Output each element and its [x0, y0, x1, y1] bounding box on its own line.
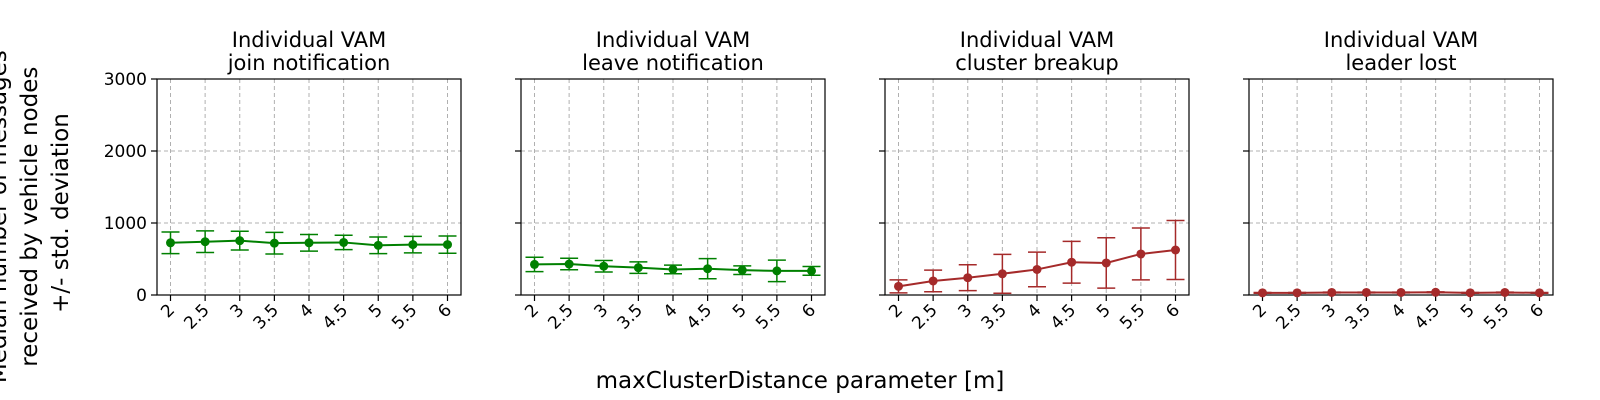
panel-title-line: join notification — [227, 51, 391, 75]
x-tick-label: 4.5 — [1411, 300, 1444, 333]
panel-title: Individual VAM leave notification — [582, 28, 764, 75]
panel-title-line: Individual VAM — [960, 28, 1114, 52]
x-tick-label: 4 — [296, 300, 318, 322]
data-point — [235, 236, 245, 246]
x-tick-label: 5 — [1457, 300, 1479, 322]
data-point — [599, 261, 609, 271]
x-tick-label: 2 — [885, 300, 907, 322]
data-point — [772, 266, 782, 276]
x-tick-label: 2.5 — [908, 300, 941, 333]
y-tick-label: 2000 — [104, 142, 147, 162]
data-point — [1101, 258, 1111, 268]
data-point — [737, 265, 747, 275]
panel-title-line: Individual VAM — [1324, 28, 1478, 52]
data-point — [633, 263, 643, 273]
x-tick-label: 2.5 — [1272, 300, 1305, 333]
x-tick-label: 3 — [226, 300, 248, 322]
panel-title-line: cluster breakup — [955, 51, 1119, 75]
panel-title-line: leave notification — [582, 51, 764, 75]
data-point — [1431, 287, 1441, 297]
data-point — [304, 238, 314, 248]
data-point — [668, 264, 678, 274]
x-tick-label: 3 — [1318, 300, 1340, 322]
data-point — [807, 266, 816, 276]
x-tick-label: 3.5 — [978, 300, 1011, 333]
data-point — [1292, 288, 1302, 298]
x-tick-label: 6 — [1526, 300, 1548, 322]
data-point — [269, 238, 279, 248]
panel-4: Individual VAM leader lost 2 2.5 3 3.5 4 4.5 5 5.… — [1243, 28, 1554, 334]
panel-2: Individual VAM leave notification 2 2.5 3 3.5… — [515, 28, 826, 334]
data-point — [200, 237, 210, 247]
x-tick-label: 2 — [1249, 300, 1271, 322]
data-point — [1136, 249, 1146, 259]
panel-title-line: Individual VAM — [596, 28, 750, 52]
x-tick-label: 5.5 — [752, 300, 785, 333]
x-tick-label: 4 — [660, 300, 682, 322]
data-point — [166, 238, 175, 248]
data-point — [530, 259, 539, 269]
data-point — [1258, 288, 1267, 298]
data-point — [1535, 288, 1544, 298]
x-tick-label: 5 — [365, 300, 387, 322]
data-point — [339, 237, 349, 247]
x-tick-label: 2.5 — [180, 300, 213, 333]
data-point — [963, 273, 973, 283]
data-point — [1500, 287, 1510, 297]
data-point — [894, 281, 903, 291]
x-tick-label: 4 — [1388, 300, 1410, 322]
x-tick-label: 4.5 — [683, 300, 716, 333]
x-axis-label: maxClusterDistance parameter [m] — [596, 368, 1005, 394]
data-point — [373, 240, 383, 250]
x-tick-label: 5 — [729, 300, 751, 322]
y-tick-label: 1000 — [104, 214, 147, 234]
y-tick-label: 0 — [136, 286, 147, 306]
panel-title: Individual VAM join notification — [227, 28, 391, 75]
panel-title: Individual VAM cluster breakup — [955, 28, 1119, 75]
x-tick-label: 6 — [434, 300, 456, 322]
x-tick-label: 6 — [798, 300, 820, 322]
data-point — [1327, 287, 1337, 297]
data-point — [1396, 287, 1406, 297]
data-point — [1171, 245, 1180, 255]
x-tick-label: 4 — [1024, 300, 1046, 322]
panel-1: Individual VAM join notification 0 1000 2000… — [104, 28, 462, 334]
panel-title-line: Individual VAM — [232, 28, 386, 52]
x-tick-label: 5.5 — [388, 300, 421, 333]
data-point — [703, 264, 713, 274]
data-point — [1067, 257, 1077, 267]
x-tick-label: 5.5 — [1480, 300, 1513, 333]
x-tick-label: 3.5 — [614, 300, 647, 333]
y-tick-label: 3000 — [104, 70, 147, 90]
data-point — [997, 269, 1007, 279]
data-point — [564, 259, 574, 269]
x-tick-label: 3.5 — [250, 300, 283, 333]
x-tick-label: 3.5 — [1342, 300, 1375, 333]
data-point — [1032, 264, 1042, 274]
x-tick-label: 3 — [590, 300, 612, 322]
x-tick-label: 4.5 — [1047, 300, 1080, 333]
y-axis-label-line-1: Median number of messages — [0, 50, 12, 383]
y-axis-label: Median number of messages received by ve… — [0, 43, 74, 383]
x-tick-label: 5.5 — [1116, 300, 1149, 333]
data-point — [443, 240, 452, 250]
y-axis-label-line-2: received by vehicle nodes — [17, 67, 43, 367]
x-tick-label: 5 — [1093, 300, 1115, 322]
data-point — [1465, 288, 1475, 298]
panel-title-line: leader lost — [1345, 51, 1456, 75]
x-tick-label: 3 — [954, 300, 976, 322]
x-tick-label: 4.5 — [319, 300, 352, 333]
x-tick-label: 6 — [1162, 300, 1184, 322]
x-tick-label: 2.5 — [544, 300, 577, 333]
panel-title: Individual VAM leader lost — [1324, 28, 1478, 75]
data-point — [1361, 287, 1371, 297]
chart-panels: Individual VAM join notification010002000… — [104, 28, 1554, 334]
x-tick-label: 2 — [521, 300, 543, 322]
data-point — [408, 240, 418, 250]
panel-3: Individual VAM cluster breakup 2 2.5 3 3.5 4 4.… — [879, 28, 1190, 334]
y-axis-label-line-3: +/- std. deviation — [48, 113, 74, 313]
data-point — [928, 276, 938, 286]
x-tick-label: 2 — [157, 300, 179, 322]
